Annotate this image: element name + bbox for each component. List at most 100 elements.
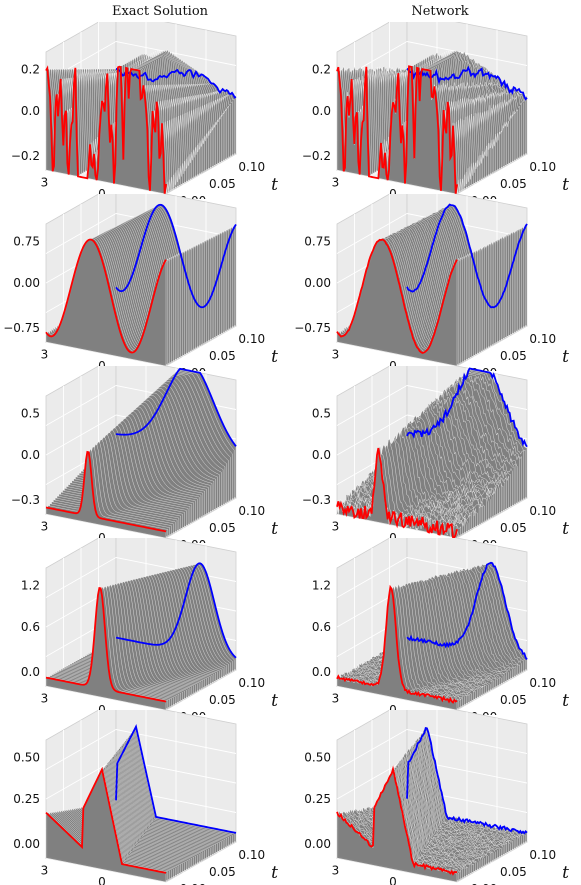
grid-line — [45, 557, 117, 598]
t-axis-label: t — [562, 863, 569, 883]
t-tick-label: 0.05 — [500, 177, 527, 191]
initial-condition-curve — [45, 766, 167, 874]
surface-strip — [338, 585, 460, 710]
x-tick-label: 3 — [332, 347, 340, 361]
t-tick-label: 0.10 — [529, 160, 556, 174]
t-tick-label: 0.05 — [209, 865, 236, 879]
z-tick-label: 0.2 — [312, 63, 331, 77]
t-tick-label: 0.10 — [238, 332, 265, 346]
t-tick-label: 0.05 — [500, 349, 527, 363]
surface-svg: 0.20.0−0.230−3x0.000.050.10t — [11, 22, 278, 199]
grid-line — [336, 385, 408, 426]
x-tick-label: 0 — [389, 531, 397, 543]
initial-condition-curve — [45, 238, 167, 354]
z-tick-label: 0.00 — [13, 837, 40, 851]
x-tick-label: 0 — [98, 359, 106, 371]
z-tick-label: 1.2 — [21, 579, 40, 593]
z-tick-label: 0.0 — [312, 665, 331, 679]
surface-plot-row1-network: 0.20.0−0.230−3x0.000.050.10t — [291, 22, 581, 199]
t-tick-label: 0.00 — [471, 366, 498, 371]
t-tick-label: 0.05 — [209, 521, 236, 535]
z-tick-label: 0.0 — [21, 104, 40, 118]
grid-line — [336, 213, 408, 254]
t-tick-label: 0.10 — [238, 676, 265, 690]
x-tick-label: 0 — [389, 703, 397, 715]
z-tick-label: 0.0 — [21, 448, 40, 462]
t-tick-label: 0.10 — [529, 504, 556, 518]
t-tick-label: 0.10 — [529, 332, 556, 346]
surface-plot-row4-network: 1.20.60.030−3x0.000.050.10t — [291, 538, 581, 715]
z-tick-label: 0.50 — [304, 751, 331, 765]
initial-condition-curve — [45, 450, 167, 533]
z-tick-label: 0.6 — [312, 620, 331, 634]
t-tick-label: 0.00 — [180, 366, 207, 371]
t-axis-label: t — [562, 175, 569, 195]
x-tick-label: 0 — [389, 359, 397, 371]
z-tick-label: −0.2 — [11, 149, 40, 163]
z-tick-label: 0.0 — [312, 104, 331, 118]
z-tick-label: 0.00 — [304, 276, 331, 290]
surface-svg: 0.50.0−0.330−3x0.000.050.10t — [11, 366, 278, 543]
final-time-curve — [406, 203, 528, 309]
x-tick-label: 3 — [41, 175, 49, 189]
column-title-exact: Exact Solution — [111, 4, 209, 19]
x-tick-label: 0 — [389, 875, 397, 885]
t-tick-label: 0.05 — [209, 349, 236, 363]
z-tick-label: −0.2 — [302, 149, 331, 163]
t-tick-label: 0.10 — [529, 676, 556, 690]
final-time-curve — [115, 68, 237, 99]
z-tick-label: −0.75 — [294, 321, 331, 335]
z-tick-label: 0.25 — [13, 792, 40, 806]
grid-line — [406, 41, 528, 66]
initial-condition-curve — [45, 65, 167, 194]
final-time-curve — [406, 561, 528, 660]
grid-line — [115, 41, 237, 66]
x-tick-label: 0 — [98, 875, 106, 885]
grid-line — [336, 557, 408, 598]
z-tick-label: 0.00 — [304, 837, 331, 851]
z-tick-label: 0.0 — [21, 665, 40, 679]
t-axis-label: t — [271, 175, 278, 195]
x-tick-label: 0 — [389, 187, 397, 199]
z-tick-label: 0.75 — [304, 235, 331, 249]
final-time-curve — [115, 367, 237, 447]
z-tick-label: 0.5 — [312, 407, 331, 421]
final-time-curve — [406, 367, 528, 448]
x-tick-label: 0 — [98, 187, 106, 199]
t-tick-label: 0.10 — [238, 504, 265, 518]
t-axis-label: t — [271, 863, 278, 883]
x-tick-label: 3 — [332, 519, 340, 533]
z-tick-label: 0.50 — [13, 751, 40, 765]
surface-plot-row3-network: 0.50.0−0.330−3x0.000.050.10t — [291, 366, 581, 543]
t-tick-label: 0.05 — [500, 693, 527, 707]
z-tick-label: 0.0 — [312, 448, 331, 462]
x-tick-label: 3 — [41, 347, 49, 361]
t-tick-label: 0.00 — [471, 194, 498, 199]
z-tick-label: 1.2 — [312, 579, 331, 593]
initial-condition-curve — [336, 584, 458, 704]
grid-line — [45, 385, 117, 426]
t-axis-label: t — [562, 691, 569, 711]
initial-condition-curve — [336, 765, 458, 876]
grid-line — [45, 213, 117, 254]
t-axis-label: t — [271, 691, 278, 711]
surface-svg: 0.50.0−0.330−3x0.000.050.10t — [302, 366, 569, 543]
t-tick-label: 0.10 — [238, 160, 265, 174]
t-tick-label: 0.05 — [209, 177, 236, 191]
initial-condition-curve — [336, 447, 458, 539]
t-tick-label: 0.00 — [471, 538, 498, 543]
z-tick-label: 0.25 — [304, 792, 331, 806]
x-tick-label: 3 — [41, 519, 49, 533]
z-tick-label: −0.75 — [3, 321, 40, 335]
initial-condition-curve — [336, 65, 458, 194]
t-axis-label: t — [271, 347, 278, 367]
z-tick-label: 0.6 — [21, 620, 40, 634]
surface-svg: 1.20.60.030−3x0.000.050.10t — [21, 538, 278, 715]
